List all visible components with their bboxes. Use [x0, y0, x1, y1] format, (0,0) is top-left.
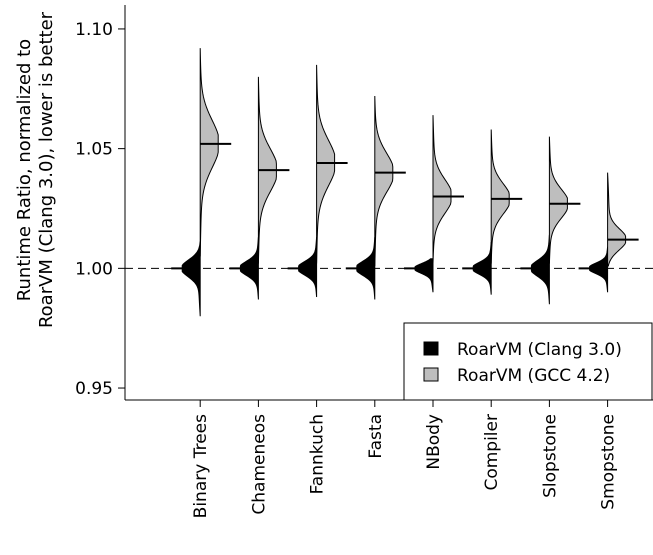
- y-axis-title-line-1: Runtime Ratio, normalized to: [14, 39, 35, 301]
- legend-box: [403, 322, 653, 401]
- violin-clang: [414, 258, 434, 293]
- x-tick-label: Fasta: [366, 414, 386, 459]
- x-tick-label: Compiler: [482, 414, 502, 491]
- x-tick-label: NBody: [424, 414, 444, 470]
- violin-clang: [298, 237, 318, 298]
- legend-swatch-clang: [423, 341, 439, 356]
- violin-gcc: [316, 64, 336, 264]
- y-tick-label: 1.00: [75, 259, 113, 279]
- y-tick-label: 1.10: [75, 20, 113, 40]
- violin-clang: [589, 246, 609, 293]
- x-tick-label: Slopstone: [540, 414, 560, 498]
- violin-gcc: [548, 136, 568, 264]
- x-tick-label: Binary Trees: [191, 414, 211, 518]
- violin-gcc: [199, 48, 219, 257]
- violin-gcc: [607, 172, 627, 267]
- violin-gcc: [432, 115, 452, 264]
- violin-gcc: [490, 129, 510, 264]
- y-tick-label: 0.95: [75, 379, 113, 399]
- y-tick-label: 1.05: [75, 140, 113, 160]
- violin-gcc: [374, 95, 394, 266]
- legend-label-gcc: RoarVM (GCC 4.2): [457, 366, 610, 386]
- x-tick-label: Chameneos: [249, 414, 269, 515]
- violins-layer: [171, 48, 639, 317]
- x-tick-label: Smopstone: [599, 414, 619, 510]
- legend-swatch-gcc: [423, 367, 439, 382]
- y-axis-title: Runtime Ratio, normalized to RoarVM (Cla…: [14, 11, 57, 328]
- y-axis-title-line-2: RoarVM (Clang 3.0), lower is better: [36, 11, 57, 328]
- legend-label-clang: RoarVM (Clang 3.0): [457, 340, 622, 360]
- legend: RoarVM (Clang 3.0) RoarVM (GCC 4.2): [403, 322, 653, 401]
- violin-clang: [530, 234, 550, 305]
- labels-layer: 0.95 1.00 1.05 1.10 Binary Trees Chameneos Fan…: [75, 20, 618, 518]
- x-tick-label: Fannkuch: [308, 414, 328, 494]
- violin-clang: [181, 241, 201, 317]
